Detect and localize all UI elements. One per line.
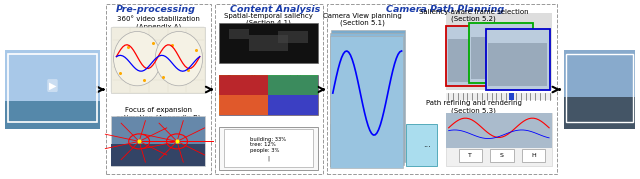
Text: building: 33%
tree: 12%
people: 3%: building: 33% tree: 12% people: 3% bbox=[250, 137, 287, 153]
Bar bbox=[106, 4, 211, 174]
Text: 360° video stabilization
(Appendix A): 360° video stabilization (Appendix A) bbox=[117, 16, 200, 30]
Bar bbox=[330, 33, 404, 165]
Text: Semantic segmentation
(Section 4.2): Semantic segmentation (Section 4.2) bbox=[227, 75, 310, 89]
Text: Graphical user interface
(Section 6.2): Graphical user interface (Section 6.2) bbox=[227, 138, 311, 151]
Bar bbox=[522, 149, 545, 162]
Bar bbox=[111, 27, 205, 93]
Text: Path refining and rendering
(Section 5.3): Path refining and rendering (Section 5.3… bbox=[426, 100, 522, 114]
Text: Pre-processing: Pre-processing bbox=[116, 5, 195, 14]
Text: H: H bbox=[531, 153, 536, 158]
Bar bbox=[368, 124, 399, 166]
Text: 360° video: 360° video bbox=[4, 64, 47, 72]
Bar bbox=[5, 101, 100, 129]
Bar bbox=[469, 23, 532, 83]
Bar bbox=[446, 93, 552, 100]
Ellipse shape bbox=[156, 32, 203, 86]
Bar bbox=[111, 144, 205, 166]
Text: ▶: ▶ bbox=[49, 81, 56, 91]
Bar bbox=[219, 75, 269, 95]
Bar bbox=[446, 113, 552, 166]
Text: Camera View planning
(Section 5.1): Camera View planning (Section 5.1) bbox=[323, 13, 402, 26]
Text: S: S bbox=[500, 153, 504, 158]
Bar bbox=[219, 127, 318, 170]
Bar bbox=[278, 31, 308, 43]
Bar bbox=[488, 43, 547, 86]
Bar bbox=[215, 4, 323, 174]
Bar bbox=[459, 149, 482, 162]
Text: Cropping: Cropping bbox=[344, 102, 374, 108]
Bar bbox=[446, 13, 552, 90]
Bar bbox=[219, 23, 318, 63]
Text: |: | bbox=[268, 155, 269, 161]
Text: Saliency-aware frame selection
(Section 5.2): Saliency-aware frame selection (Section … bbox=[419, 9, 529, 22]
Bar bbox=[224, 129, 313, 167]
Bar bbox=[327, 4, 557, 174]
Text: ...: ... bbox=[424, 141, 431, 149]
Text: Spatial-temporal saliency
(Section 4.1): Spatial-temporal saliency (Section 4.1) bbox=[225, 13, 313, 26]
Bar bbox=[566, 54, 633, 122]
Text: Camera Path Planning: Camera Path Planning bbox=[386, 5, 504, 14]
Bar bbox=[5, 50, 100, 129]
Bar bbox=[8, 54, 97, 122]
Bar bbox=[564, 97, 635, 129]
Text: Content Analysis: Content Analysis bbox=[230, 5, 321, 14]
Bar bbox=[486, 30, 550, 90]
Bar bbox=[219, 95, 269, 115]
Text: Focus of expansion
estimation (Appendix B): Focus of expansion estimation (Appendix … bbox=[116, 107, 201, 121]
Ellipse shape bbox=[113, 32, 161, 86]
Bar bbox=[564, 50, 635, 129]
Bar bbox=[269, 75, 318, 95]
Bar bbox=[332, 30, 404, 162]
Bar bbox=[249, 35, 288, 51]
Bar bbox=[490, 149, 514, 162]
Bar bbox=[448, 39, 508, 82]
Bar bbox=[446, 26, 509, 86]
Bar bbox=[219, 75, 318, 115]
Text: T: T bbox=[468, 153, 472, 158]
Bar bbox=[330, 36, 403, 168]
Bar bbox=[269, 95, 318, 115]
Bar bbox=[446, 113, 552, 148]
Bar bbox=[472, 37, 531, 79]
Bar bbox=[111, 116, 205, 166]
Bar bbox=[509, 93, 514, 100]
Bar bbox=[406, 124, 437, 166]
Text: Hyperlapse: Hyperlapse bbox=[573, 64, 617, 72]
Bar bbox=[229, 29, 249, 39]
Bar bbox=[330, 124, 360, 166]
